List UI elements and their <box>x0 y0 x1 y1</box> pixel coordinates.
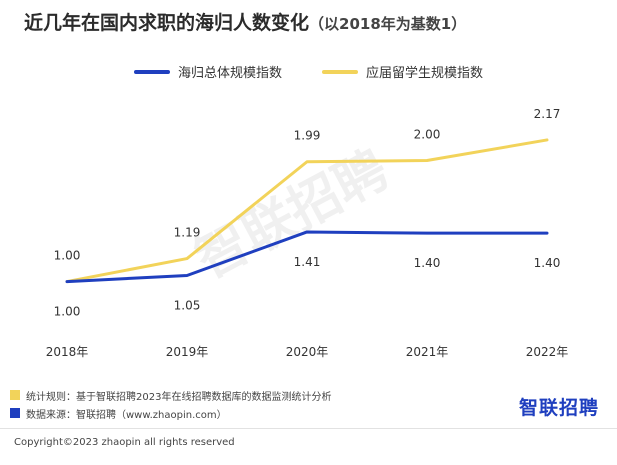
data-label-overall: 1.41 <box>294 255 321 269</box>
series-line-graduates <box>65 138 549 284</box>
note-source-marker <box>10 408 20 418</box>
data-label-overall: 1.40 <box>534 256 561 270</box>
data-label-graduates: 2.17 <box>534 107 561 121</box>
legend-label-graduates: 应届留学生规模指数 <box>366 66 484 81</box>
copyright-text: Copyright©2023 zhaopin all rights reserv… <box>14 437 235 448</box>
legend-label-overall: 海归总体规模指数 <box>177 66 282 81</box>
footer-divider <box>0 428 617 429</box>
x-tick-label: 2020年 <box>286 345 329 359</box>
chart-subtitle: （以2018年为基数1） <box>309 15 467 33</box>
note-rule-marker <box>10 390 20 400</box>
legend-swatch-overall <box>133 69 170 74</box>
brand-logo: 智联招聘 <box>518 397 599 419</box>
note-rule: 统计规则：基于智联招聘2023年在线招聘数据库的数据监测统计分析 <box>10 386 331 404</box>
legend-item-graduates: 应届留学生规模指数 <box>322 62 483 81</box>
x-tick-label: 2021年 <box>406 345 449 359</box>
data-label-overall: 1.05 <box>174 299 201 313</box>
chart-notes: 统计规则：基于智联招聘2023年在线招聘数据库的数据监测统计分析 数据来源：智联… <box>10 386 331 422</box>
data-label-graduates: 2.00 <box>414 128 441 142</box>
x-tick-label: 2022年 <box>526 345 569 359</box>
data-label-graduates: 1.99 <box>294 129 321 143</box>
data-label-graduates: 1.19 <box>174 226 201 240</box>
legend-swatch-graduates <box>322 69 358 74</box>
note-source-text: 数据来源：智联招聘（www.zhaopin.com） <box>26 409 227 421</box>
data-label-overall: 1.40 <box>414 256 441 270</box>
data-label-graduates: 1.00 <box>54 249 81 263</box>
series-line-overall <box>65 230 549 284</box>
chart-title-main: 近几年在国内求职的海归人数变化 <box>24 12 310 34</box>
note-rule-text: 统计规则：基于智联招聘2023年在线招聘数据库的数据监测统计分析 <box>26 391 332 403</box>
legend-item-overall: 海归总体规模指数 <box>133 62 282 81</box>
chart-title: 近几年在国内求职的海归人数变化（以2018年为基数1） <box>24 8 466 35</box>
chart-legend: 海归总体规模指数 应届留学生规模指数 <box>0 62 617 81</box>
x-tick-label: 2019年 <box>166 345 209 359</box>
data-label-overall: 1.00 <box>54 305 81 319</box>
note-source: 数据来源：智联招聘（www.zhaopin.com） <box>10 404 331 422</box>
x-tick-label: 2018年 <box>46 345 89 359</box>
